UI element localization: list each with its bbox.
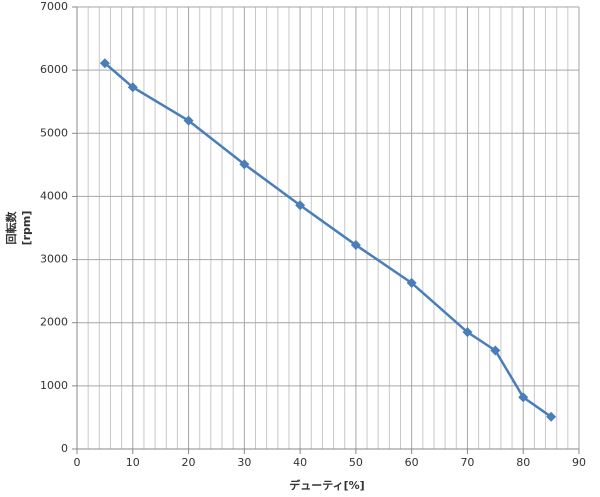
y-tick-label: 3000 — [40, 253, 68, 266]
marker — [295, 200, 306, 211]
series-line — [104, 62, 552, 418]
x-tick-label: 70 — [460, 456, 474, 469]
y-axis-title: 回転数 — [4, 211, 18, 245]
x-tick-label: 90 — [572, 456, 586, 469]
x-tick-label: 30 — [237, 456, 251, 469]
x-tick-label: 60 — [405, 456, 419, 469]
marker — [239, 159, 250, 170]
marker — [490, 345, 501, 356]
y-tick-label: 6000 — [40, 63, 68, 76]
marker — [546, 411, 557, 422]
x-tick-label: 0 — [74, 456, 81, 469]
x-tick-label: 80 — [516, 456, 530, 469]
marker — [518, 392, 529, 403]
marker — [350, 240, 361, 251]
x-tick-label: 50 — [349, 456, 363, 469]
y-tick-label: 1000 — [40, 379, 68, 392]
marker — [183, 115, 194, 126]
y-tick-label: 4000 — [40, 189, 68, 202]
y-tick-label: 5000 — [40, 126, 68, 139]
x-tick-label: 20 — [182, 456, 196, 469]
x-tick-label: 10 — [126, 456, 140, 469]
marker — [406, 277, 417, 288]
y-tick-label: 2000 — [40, 316, 68, 329]
marker — [462, 327, 473, 338]
marker — [127, 82, 138, 93]
y-axis-title: [rpm] — [20, 211, 33, 246]
y-tick-label: 7000 — [40, 0, 68, 13]
x-axis-title: デューティ[%] — [289, 478, 364, 492]
y-tick-label: 0 — [61, 442, 68, 455]
x-tick-label: 40 — [293, 456, 307, 469]
marker — [99, 58, 110, 69]
